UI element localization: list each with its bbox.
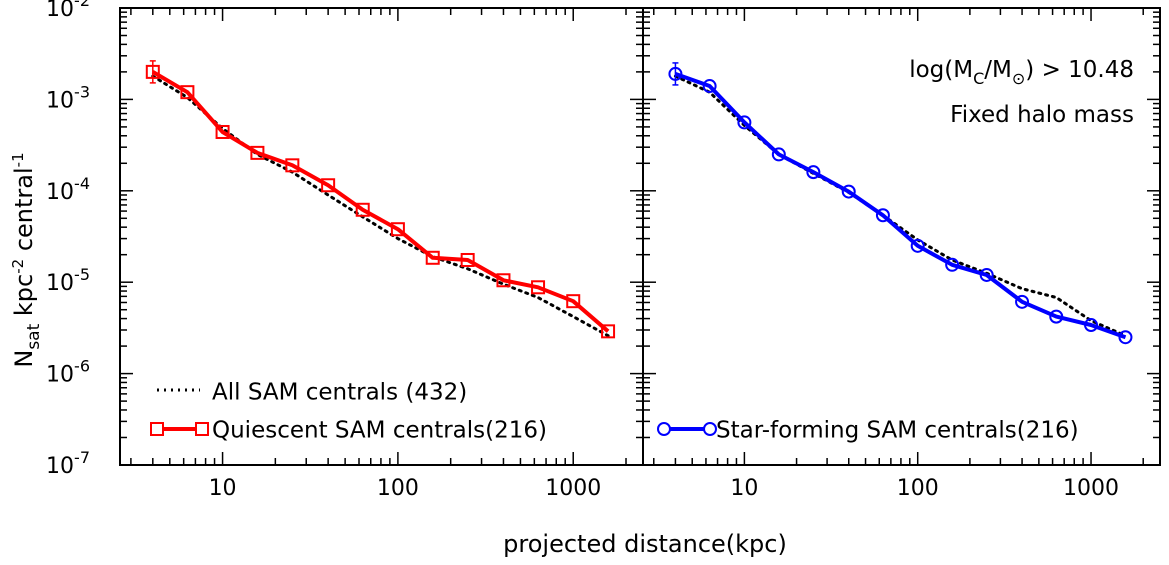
data-point-square — [321, 178, 336, 193]
legend-label-star-forming: Star-forming SAM centrals(216) — [716, 418, 1079, 444]
data-point-square — [566, 294, 581, 309]
right-panel: 10 100 1000 — [643, 7, 1160, 501]
y-tick-label: 10-4 — [46, 174, 90, 205]
legend-left: All SAM centrals (432) Quiescent SAM cen… — [150, 380, 547, 444]
annotation-fixed-halo-mass: Fixed halo mass — [950, 102, 1134, 128]
y-tick-label: 10-5 — [46, 265, 90, 296]
x-tick-label: 100 — [897, 476, 939, 501]
data-point-square — [180, 85, 195, 100]
data-point-circle — [910, 238, 925, 253]
legend-right: Star-forming SAM centrals(216) — [657, 418, 1079, 444]
data-point-circle — [1084, 318, 1099, 333]
data-point-circle — [875, 208, 890, 223]
left-panel: 10 100 1000 10-7 10-6 10-5 10-4 10-3 10-2 — [46, 0, 643, 501]
y-tick-label: 10-2 — [46, 0, 90, 22]
data-point-square — [250, 145, 265, 160]
data-point-circle — [771, 147, 786, 162]
data-point-circle — [806, 165, 821, 180]
data-point-square — [601, 324, 616, 339]
legend-label-quiescent: Quiescent SAM centrals(216) — [212, 418, 547, 444]
x-tick-label: 1000 — [545, 476, 601, 501]
x-tick-label: 1000 — [1063, 476, 1119, 501]
y-tick-label: 10-7 — [46, 448, 90, 479]
data-point-square — [355, 202, 370, 217]
data-point-circle — [1049, 309, 1064, 324]
data-point-square — [215, 124, 230, 139]
legend-red-square-marker — [195, 422, 209, 436]
data-point-circle — [737, 115, 752, 130]
y-tick-label: 10-3 — [46, 82, 90, 113]
x-tick-label: 100 — [377, 476, 419, 501]
data-point-circle — [945, 257, 960, 272]
data-point-circle — [841, 184, 856, 199]
annotation-mass-cut: log(MC/M⊙) > 10.48 — [909, 57, 1134, 88]
data-point-square — [460, 252, 475, 267]
legend-red-square-marker — [150, 422, 164, 436]
data-point-circle — [1118, 330, 1133, 345]
legend-label-all-centrals: All SAM centrals (432) — [212, 380, 467, 406]
data-point-square — [390, 222, 405, 237]
y-tick-label: 10-6 — [46, 357, 90, 388]
legend-blue-circle-marker — [657, 422, 671, 436]
legend-blue-circle-marker — [703, 422, 717, 436]
data-point-square — [425, 250, 440, 265]
y-axis-title: Nsat kpc-2 central-1 — [9, 152, 44, 367]
x-tick-label: 10 — [209, 476, 237, 501]
series-line-all-centrals — [151, 74, 610, 338]
data-point-circle — [668, 66, 683, 81]
x-tick-label: 10 — [730, 476, 758, 501]
data-point-circle — [979, 267, 994, 282]
data-point-circle — [1015, 294, 1030, 309]
data-point-square — [285, 158, 300, 173]
data-point-square — [531, 280, 546, 295]
x-axis-title: projected distance(kpc) — [503, 530, 787, 558]
data-point-square — [496, 273, 511, 288]
data-point-square — [145, 64, 160, 79]
data-point-circle — [702, 79, 717, 94]
